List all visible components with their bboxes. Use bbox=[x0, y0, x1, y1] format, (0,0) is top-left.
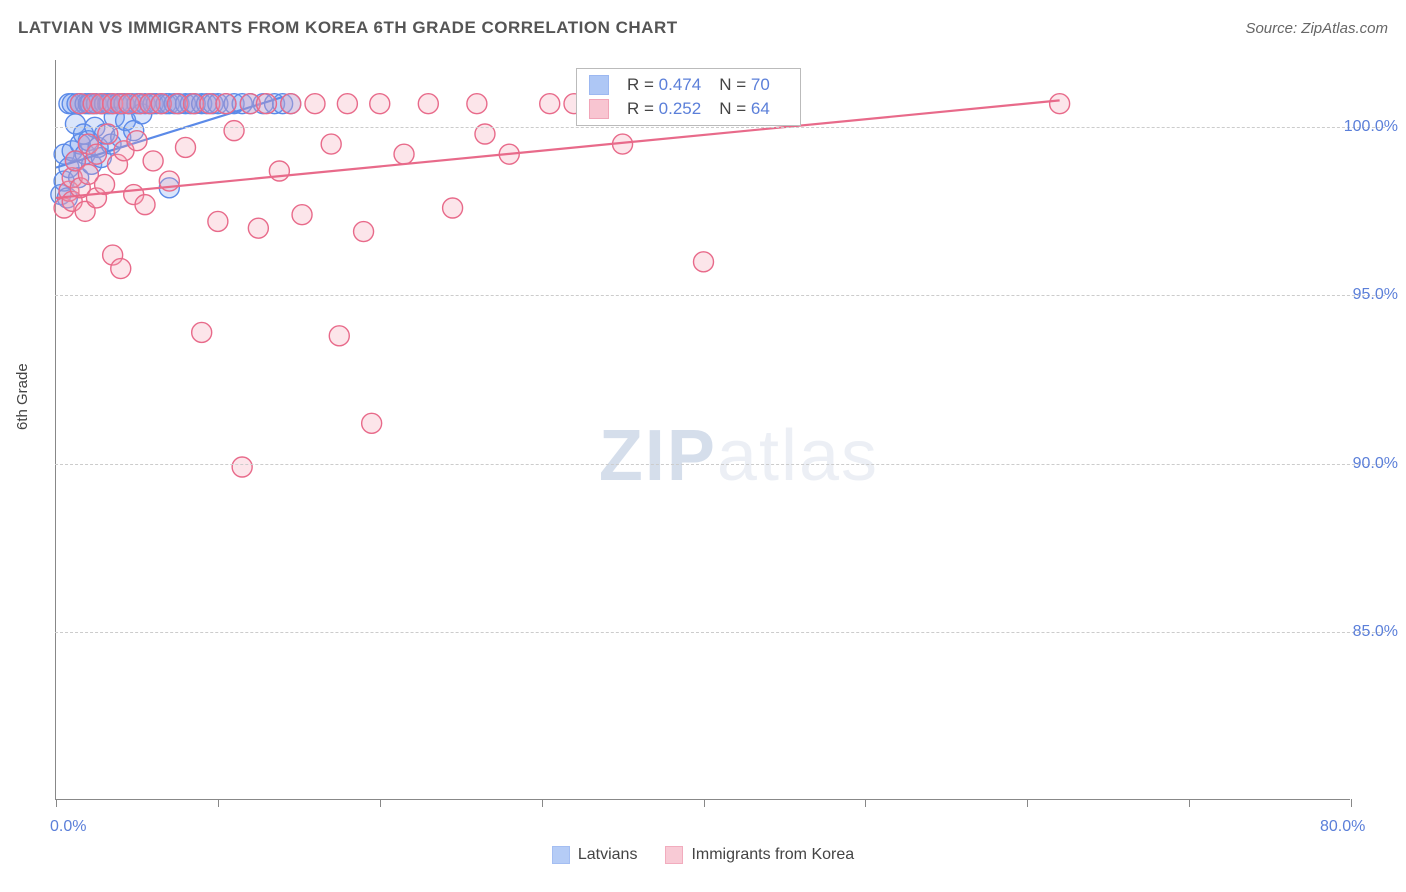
x-tick-label: 80.0% bbox=[1320, 818, 1365, 836]
data-point bbox=[208, 211, 228, 231]
legend-label: Immigrants from Korea bbox=[691, 846, 854, 864]
x-tick bbox=[218, 799, 219, 807]
legend-bottom: Latvians Immigrants from Korea bbox=[0, 846, 1406, 864]
gridline bbox=[55, 127, 1385, 128]
x-tick bbox=[1189, 799, 1190, 807]
y-tick-label: 90.0% bbox=[1353, 455, 1398, 473]
chart-plot-area: R = 0.474 N = 70 R = 0.252 N = 64 bbox=[55, 60, 1350, 800]
data-point bbox=[418, 94, 438, 114]
data-point bbox=[135, 195, 155, 215]
data-point bbox=[443, 198, 463, 218]
data-point bbox=[248, 218, 268, 238]
x-tick bbox=[1027, 799, 1028, 807]
gridline bbox=[55, 464, 1385, 465]
gridline bbox=[55, 295, 1385, 296]
data-point bbox=[143, 151, 163, 171]
correlation-legend-box: R = 0.474 N = 70 R = 0.252 N = 64 bbox=[576, 68, 801, 126]
legend-swatch bbox=[589, 99, 609, 119]
scatter-svg bbox=[56, 60, 1350, 799]
legend-swatch bbox=[589, 75, 609, 95]
trend-line bbox=[56, 100, 1060, 198]
data-point bbox=[1050, 94, 1070, 114]
data-point bbox=[305, 94, 325, 114]
gridline bbox=[55, 632, 1385, 633]
y-tick-label: 85.0% bbox=[1353, 623, 1398, 641]
x-tick bbox=[56, 799, 57, 807]
data-point bbox=[370, 94, 390, 114]
data-point bbox=[354, 222, 374, 242]
legend-swatch bbox=[552, 846, 570, 864]
chart-title: LATVIAN VS IMMIGRANTS FROM KOREA 6TH GRA… bbox=[18, 18, 678, 38]
data-point bbox=[216, 94, 236, 114]
legend-item: Latvians bbox=[552, 846, 638, 864]
data-point bbox=[281, 94, 301, 114]
legend-n-value: N = 70 bbox=[719, 75, 770, 95]
data-point bbox=[337, 94, 357, 114]
legend-r-value: R = 0.252 bbox=[627, 99, 701, 119]
data-point bbox=[127, 131, 147, 151]
data-point bbox=[321, 134, 341, 154]
data-point bbox=[111, 259, 131, 279]
x-tick bbox=[865, 799, 866, 807]
legend-label: Latvians bbox=[578, 846, 638, 864]
legend-n-value: N = 64 bbox=[719, 99, 770, 119]
data-point bbox=[467, 94, 487, 114]
x-tick bbox=[380, 799, 381, 807]
data-point bbox=[269, 161, 289, 181]
legend-r-value: R = 0.474 bbox=[627, 75, 701, 95]
data-point bbox=[329, 326, 349, 346]
y-axis-label: 6th Grade bbox=[14, 363, 31, 430]
data-point bbox=[86, 144, 106, 164]
data-point bbox=[694, 252, 714, 272]
x-tick bbox=[1351, 799, 1352, 807]
x-tick-label: 0.0% bbox=[50, 818, 86, 836]
data-point bbox=[394, 144, 414, 164]
data-point bbox=[256, 94, 276, 114]
x-tick bbox=[704, 799, 705, 807]
data-point bbox=[292, 205, 312, 225]
source-attribution: Source: ZipAtlas.com bbox=[1245, 20, 1388, 37]
y-tick-label: 100.0% bbox=[1344, 118, 1398, 136]
legend-item: Immigrants from Korea bbox=[665, 846, 854, 864]
data-point bbox=[362, 413, 382, 433]
data-point bbox=[224, 121, 244, 141]
x-tick bbox=[542, 799, 543, 807]
y-tick-label: 95.0% bbox=[1353, 286, 1398, 304]
data-point bbox=[232, 457, 252, 477]
legend-swatch bbox=[665, 846, 683, 864]
data-point bbox=[176, 137, 196, 157]
data-point bbox=[540, 94, 560, 114]
data-point bbox=[192, 322, 212, 342]
